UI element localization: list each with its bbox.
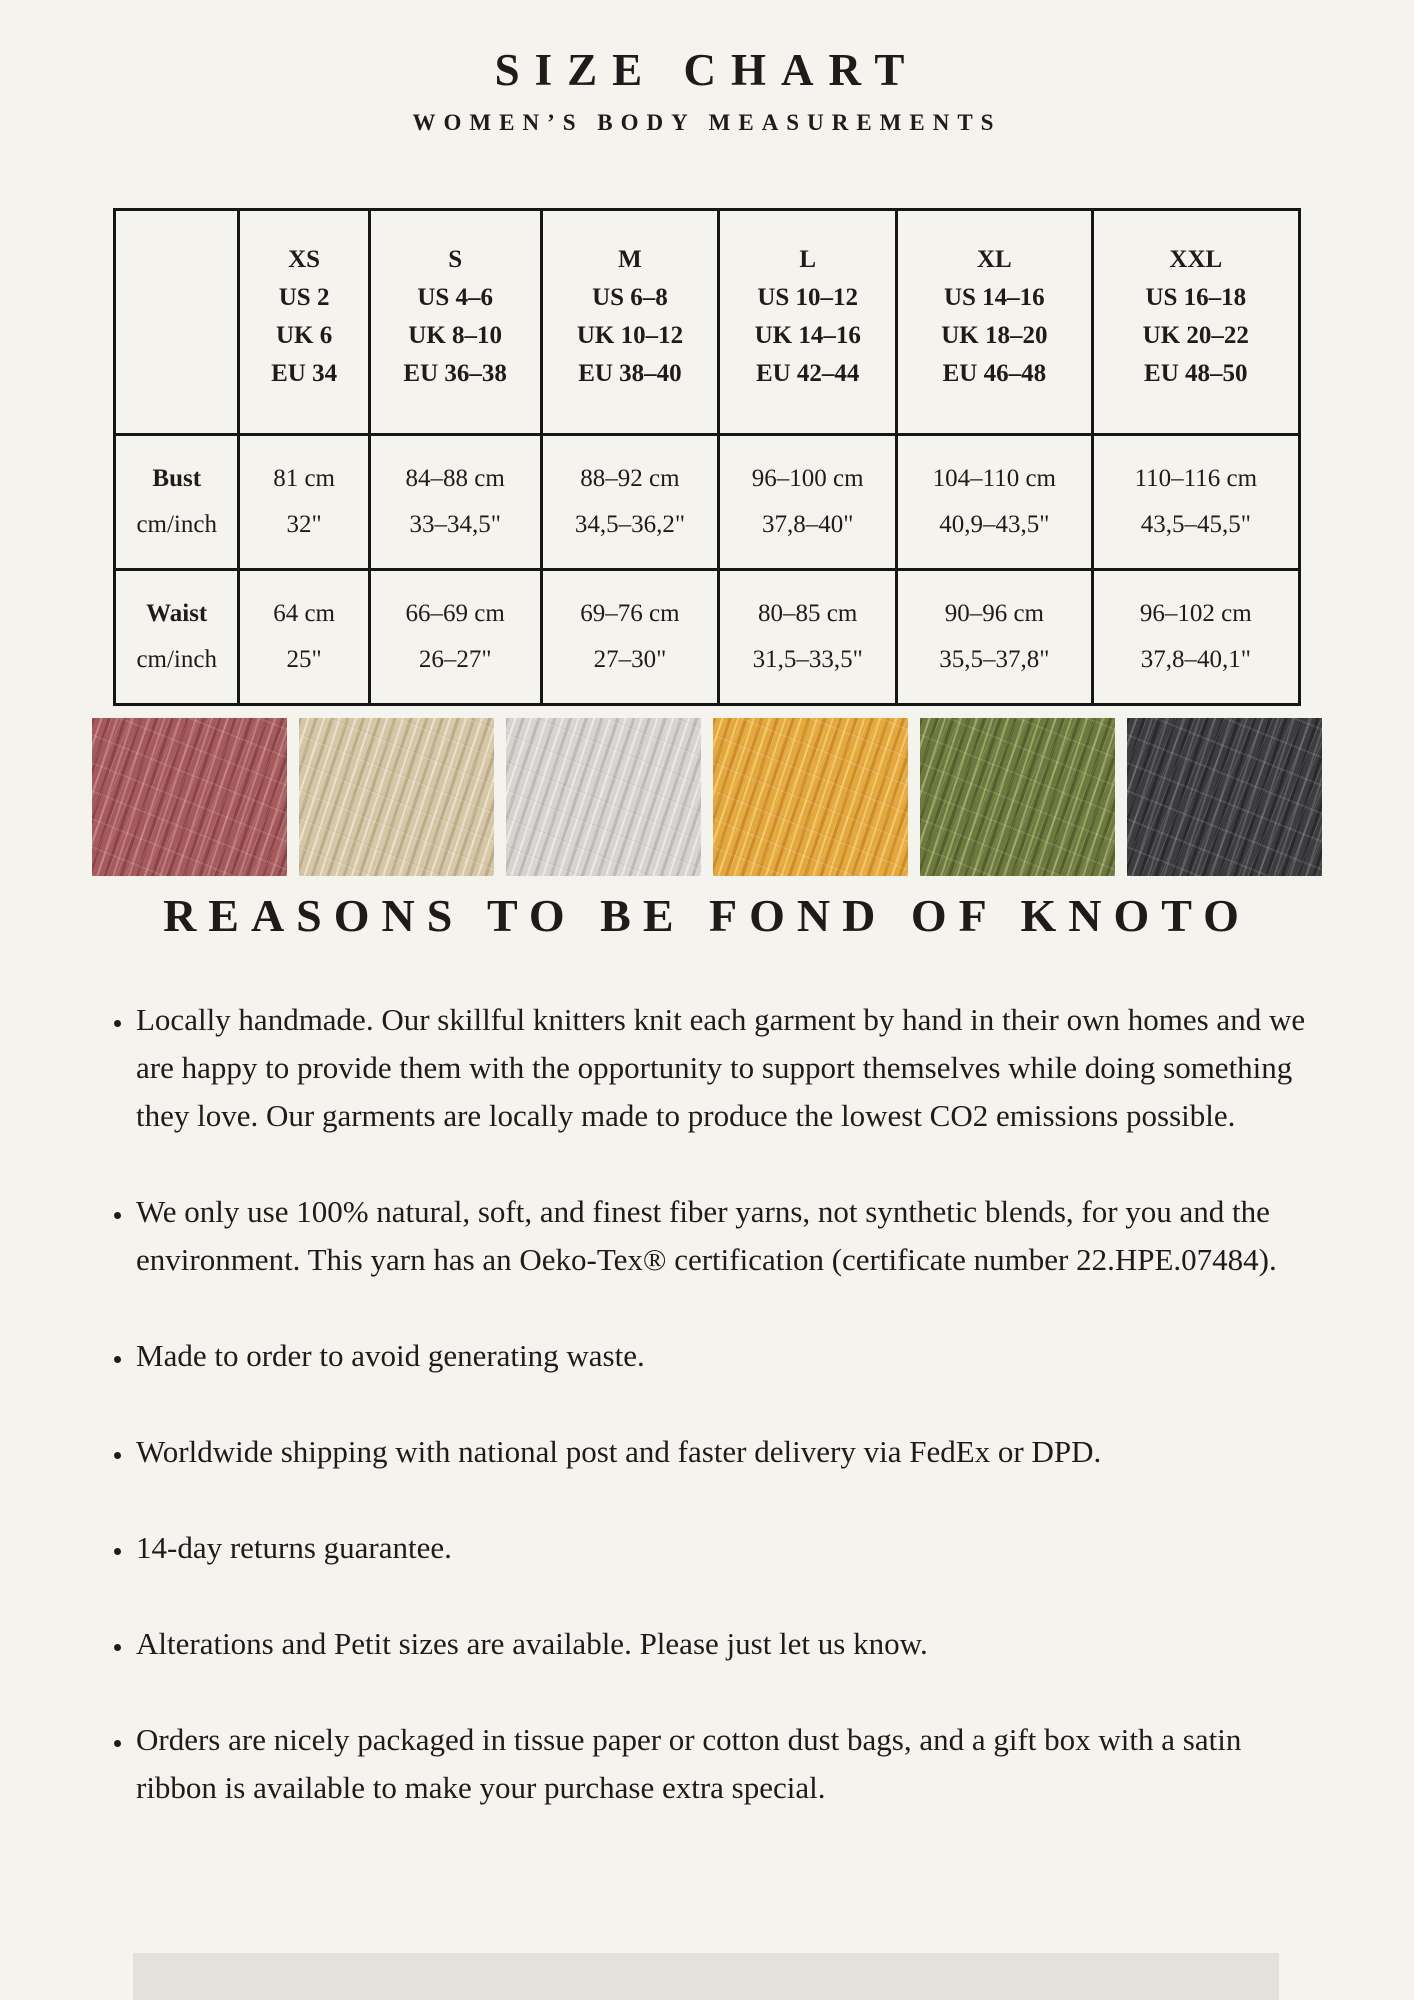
us-size: US 2 bbox=[278, 283, 330, 311]
list-item: Alterations and Petit sizes are availabl… bbox=[134, 1620, 1322, 1668]
bust-value-s: 84–88 cm 33–34,5" bbox=[367, 432, 543, 571]
size-column-header-l: L US 10–12 UK 14–16 EU 42–44 bbox=[717, 207, 899, 436]
dusty-rose-yarn bbox=[92, 717, 287, 876]
page-subtitle: WOMEN’S BODY MEASUREMENTS bbox=[412, 109, 1002, 135]
list-item: 14-day returns guarantee. bbox=[134, 1524, 1322, 1572]
uk-size: UK 10–12 bbox=[576, 321, 684, 349]
waist-value-xxl: 96–102 cm 37,8–40,1" bbox=[1090, 567, 1302, 706]
list-item: Made to order to avoid generating waste. bbox=[134, 1332, 1322, 1380]
bust-value-xs: 81 cm 32" bbox=[237, 432, 371, 571]
charcoal-yarn bbox=[1127, 717, 1322, 876]
waist-value-m: 69–76 cm 27–30" bbox=[539, 567, 721, 706]
uk-size: UK 6 bbox=[275, 321, 333, 349]
uk-size: UK 18–20 bbox=[941, 321, 1048, 349]
page-title: SIZE CHART bbox=[494, 45, 920, 95]
waist-value-xl: 90–96 cm 35,5–37,8" bbox=[895, 567, 1094, 706]
list-item: Locally handmade. Our skillful knitters … bbox=[134, 996, 1322, 1140]
size-column-header-s: S US 4–6 UK 8–10 EU 36–38 bbox=[367, 207, 543, 436]
waist-row: Waist cm/inch 64 cm 25" 66–69 cm 26–27" 69… bbox=[112, 567, 1302, 706]
size-column-header-xs: XS US 2 UK 6 EU 34 bbox=[237, 207, 371, 436]
mustard-yarn bbox=[713, 717, 908, 876]
eu-size: EU 46–48 bbox=[942, 359, 1047, 387]
size-label: XL bbox=[976, 245, 1012, 273]
footer-bar bbox=[133, 1953, 1279, 2000]
reasons-list: Locally handmade. Our skillful knitters … bbox=[92, 996, 1322, 1812]
size-label: XS bbox=[288, 245, 321, 273]
uk-size: UK 14–16 bbox=[754, 321, 861, 349]
beige-yarn bbox=[299, 717, 494, 876]
reasons-heading: REASONS TO BE FOND OF KNOTO bbox=[163, 889, 1251, 941]
eu-size: EU 48–50 bbox=[1144, 359, 1248, 387]
eu-size: EU 38–40 bbox=[578, 359, 682, 387]
us-size: US 16–18 bbox=[1145, 283, 1247, 311]
us-size: US 4–6 bbox=[417, 283, 494, 311]
yarn-color-row bbox=[92, 717, 1322, 876]
size-column-header-xl: XL US 14–16 UK 18–20 EU 46–48 bbox=[895, 207, 1094, 436]
waist-row-label: Waist cm/inch bbox=[112, 567, 241, 706]
table-header-row: XS US 2 UK 6 EU 34 S US 4–6 UK 8–10 EU 3… bbox=[112, 207, 1302, 436]
waist-value-s: 66–69 cm 26–27" bbox=[367, 567, 543, 706]
size-label: XXL bbox=[1169, 245, 1223, 273]
size-label: M bbox=[618, 245, 642, 273]
size-chart-table: XS US 2 UK 6 EU 34 S US 4–6 UK 8–10 EU 3… bbox=[112, 207, 1302, 706]
size-label: S bbox=[448, 245, 463, 273]
bust-value-l: 96–100 cm 37,8–40" bbox=[717, 432, 899, 571]
us-size: US 6–8 bbox=[592, 283, 668, 311]
us-size: US 10–12 bbox=[757, 283, 859, 311]
us-size: US 14–16 bbox=[943, 283, 1045, 311]
waist-value-xs: 64 cm 25" bbox=[237, 567, 371, 706]
list-item: Worldwide shipping with national post an… bbox=[134, 1428, 1322, 1476]
waist-value-l: 80–85 cm 31,5–33,5" bbox=[717, 567, 899, 706]
bust-value-xl: 104–110 cm 40,9–43,5" bbox=[895, 432, 1094, 571]
list-item: We only use 100% natural, soft, and fine… bbox=[134, 1188, 1322, 1284]
eu-size: EU 36–38 bbox=[403, 359, 507, 387]
bust-row: Bust cm/inch 81 cm 32" 84–88 cm 33–34,5" 8… bbox=[112, 432, 1302, 571]
bust-row-label: Bust cm/inch bbox=[112, 432, 241, 571]
eu-size: EU 34 bbox=[271, 359, 338, 387]
light-gray-yarn bbox=[506, 717, 701, 876]
list-item: Orders are nicely packaged in tissue pap… bbox=[134, 1716, 1322, 1812]
corner-cell bbox=[112, 207, 241, 436]
size-column-header-m: M US 6–8 UK 10–12 EU 38–40 bbox=[539, 207, 721, 436]
uk-size: UK 8–10 bbox=[408, 321, 503, 349]
uk-size: UK 20–22 bbox=[1142, 321, 1249, 349]
eu-size: EU 42–44 bbox=[755, 359, 860, 387]
size-column-header-xxl: XXL US 16–18 UK 20–22 EU 48–50 bbox=[1090, 207, 1302, 436]
olive-green-yarn bbox=[920, 717, 1115, 876]
bust-value-xxl: 110–116 cm 43,5–45,5" bbox=[1090, 432, 1302, 571]
size-label: L bbox=[799, 245, 817, 273]
bust-value-m: 88–92 cm 34,5–36,2" bbox=[539, 432, 721, 571]
